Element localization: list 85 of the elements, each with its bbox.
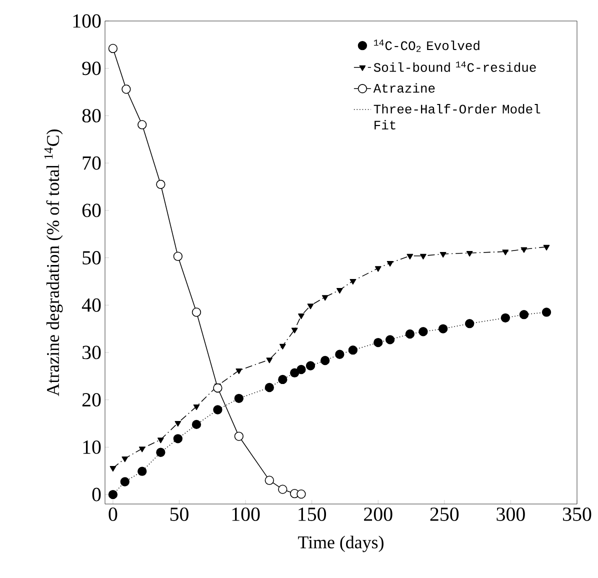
point: [500, 313, 510, 322]
point: [335, 350, 344, 359]
point: [278, 374, 288, 384]
point: [374, 266, 382, 272]
point: [466, 251, 473, 257]
point: [173, 434, 183, 444]
point: [298, 314, 304, 320]
point: [502, 250, 509, 256]
point: [236, 368, 242, 374]
point: [138, 120, 147, 130]
point: [385, 335, 395, 344]
x-tick-label: 50: [170, 508, 188, 521]
point: [173, 252, 183, 261]
point: [350, 278, 356, 285]
legend-label: Three-Half-Order Model Fit: [374, 104, 540, 130]
point: [193, 404, 200, 410]
point: [386, 260, 394, 267]
point: [307, 304, 314, 310]
point: [420, 254, 426, 260]
point: [138, 466, 147, 476]
point: [122, 84, 131, 94]
y-tick-label: 10: [83, 440, 101, 454]
point: [542, 308, 552, 317]
x-tick-label: 250: [430, 508, 459, 521]
point: [290, 368, 300, 378]
point: [234, 432, 244, 441]
y-tick-label: 30: [82, 346, 101, 360]
y-axis-title: Atrazine degradation (% of total $^{14}$C): [44, 130, 63, 396]
x-tick-label: 0: [108, 508, 118, 521]
point: [108, 490, 118, 500]
point: [418, 327, 428, 336]
legend-label: Atrazine: [373, 83, 435, 93]
point: [519, 310, 529, 320]
y-tick-label: 0: [92, 488, 101, 502]
point: [465, 319, 474, 328]
point: [278, 484, 288, 494]
point: [543, 244, 550, 250]
y-tick-label: 80: [82, 108, 101, 122]
point: [374, 338, 383, 348]
point: [158, 438, 164, 444]
legend-label: $^{14}$C-CO$_{2}$ Evolved: [374, 40, 480, 52]
point: [138, 446, 146, 452]
point: [405, 329, 415, 339]
point: [266, 358, 273, 364]
point: [213, 383, 222, 393]
y-tick-label: 100: [73, 14, 101, 28]
x-tick-label: 200: [364, 508, 392, 521]
point: [122, 456, 128, 462]
point: [291, 328, 298, 334]
point: [156, 448, 166, 457]
x-tick-label: 100: [232, 508, 260, 521]
point: [336, 288, 343, 294]
y-tick-label: 50: [82, 251, 101, 264]
x-tick-label: 150: [298, 508, 326, 521]
x-axis-title: Time (days): [298, 536, 384, 552]
point: [156, 180, 166, 189]
point: [120, 477, 130, 486]
point: [438, 324, 448, 334]
y-tick-label: 90: [82, 62, 101, 76]
point: [440, 252, 446, 258]
point: [264, 476, 274, 485]
point: [192, 420, 202, 430]
point: [264, 382, 274, 392]
x-tick-label: 300: [496, 508, 525, 521]
point: [110, 466, 116, 472]
point: [234, 394, 244, 403]
legend-label: Soil-bound $^{14}$C-residue: [374, 61, 536, 72]
point: [406, 254, 414, 260]
point: [174, 421, 182, 427]
y-tick-label: 20: [82, 393, 101, 407]
y-tick-label: 70: [82, 156, 101, 170]
point: [213, 405, 222, 414]
point: [192, 308, 202, 317]
point: [296, 364, 306, 374]
y-tick-label: 60: [82, 204, 101, 218]
point: [520, 247, 528, 253]
y-tick-label: 40: [82, 298, 101, 312]
point: [296, 489, 306, 499]
x-tick-label: 350: [563, 508, 592, 521]
point: [306, 361, 316, 370]
point: [320, 356, 330, 366]
point: [280, 344, 286, 350]
point: [348, 346, 358, 355]
point: [108, 44, 118, 54]
point: [322, 295, 328, 301]
